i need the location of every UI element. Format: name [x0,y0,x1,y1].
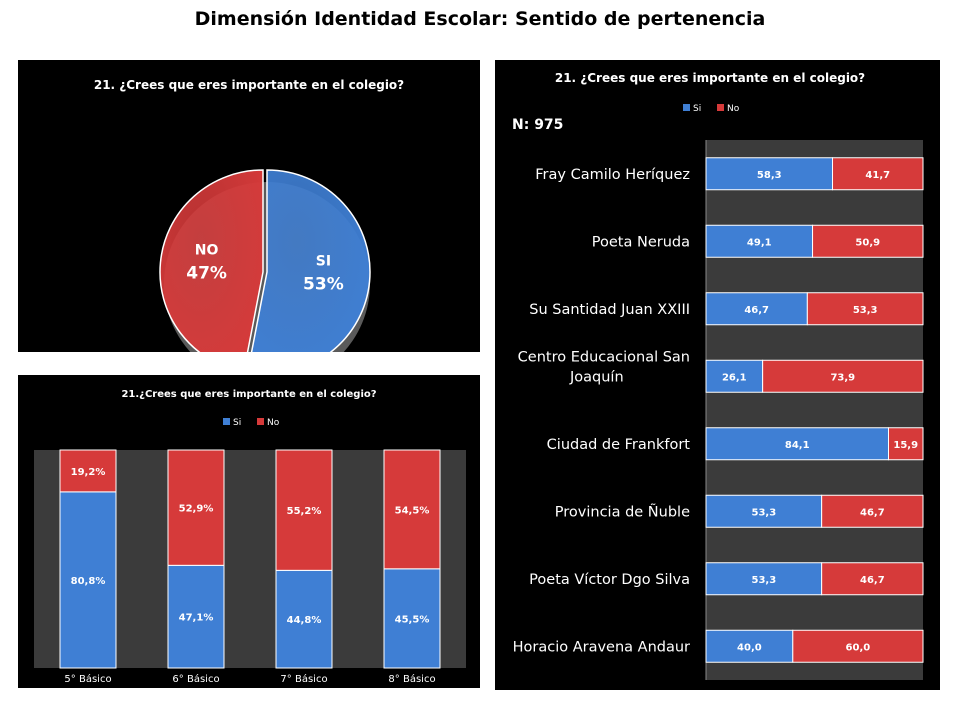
data-label-si-2: 44,8% [287,615,322,626]
legend-swatch-si [223,418,230,425]
data-label-no-7: 60,0 [846,642,871,653]
data-label-si-3: 26,1 [722,372,747,383]
y-tick-label: Poeta Víctor Dgo Silva [529,572,690,588]
bar-si-4 [705,427,889,461]
school-chart-panel: 21. ¿Crees que eres importante en el col… [495,60,940,690]
data-label-si-0: 58,3 [757,170,782,181]
legend-swatch-si [683,104,690,111]
y-tick-label: Fray Camilo Heríquez [535,167,690,183]
bar-si-2 [705,292,808,326]
bar-no-3 [762,359,924,393]
school-stacked-bar-chart: 21. ¿Crees que eres importante en el col… [512,71,924,680]
data-label-no-0: 19,2% [71,467,106,478]
data-label-no-1: 52,9% [179,504,214,515]
data-label-no-5: 46,7 [860,507,885,518]
data-label-si-5: 53,3 [751,507,776,518]
pie-chart-panel: 21. ¿Crees que eres importante en el col… [18,60,480,352]
bar-no-4 [887,427,924,461]
data-label-no-4: 15,9 [893,440,918,451]
y-tick-label: Provincia de Ñuble [555,503,690,520]
bar-si-0 [59,491,117,669]
y-tick-label: Poeta Neruda [592,234,690,250]
data-label-no-1: 50,9 [855,237,880,248]
y-tick-label: Ciudad de Frankfort [547,437,691,453]
data-label-no-3: 54,5% [395,505,430,516]
bar-no-6 [821,562,924,596]
y-tick-label: Horacio Aravena Andaur [513,639,690,655]
page-title: Dimensión Identidad Escolar: Sentido de … [194,8,766,30]
chart-title: 21. ¿Crees que eres importante en el col… [94,78,404,92]
bar-no-5 [821,494,924,528]
bar-si-5 [705,494,823,528]
legend-label-si: Si [233,418,241,428]
bar-si-7 [705,629,794,663]
pie-value-no: 47% [186,264,227,284]
bar-si-3 [705,359,764,393]
bar-no-3 [383,449,441,570]
legend-swatch-no [717,104,724,111]
x-tick-label: 8° Básico [388,673,435,685]
data-label-si-2: 46,7 [744,305,769,316]
data-label-no-0: 41,7 [865,170,890,181]
chart-title: 21.¿Crees que eres importante en el cole… [121,389,376,400]
data-label-si-1: 47,1% [179,613,214,624]
pie-label-si: SI [316,253,331,269]
grade-stacked-bar-chart: 21.¿Crees que eres importante en el cole… [34,389,466,685]
data-label-no-2: 55,2% [287,506,322,517]
legend-swatch-no [257,418,264,425]
data-label-si-7: 40,0 [737,642,762,653]
bar-si-2 [275,569,333,669]
x-tick-label: 7° Básico [280,673,327,685]
chart-title: 21. ¿Crees que eres importante en el col… [555,71,865,85]
data-label-si-6: 53,3 [751,575,776,586]
plot-area [706,140,923,680]
data-label-no-3: 73,9 [830,372,855,383]
bar-no-2 [806,292,924,326]
grade-chart-panel: 21.¿Crees que eres importante en el cole… [18,375,480,688]
pie-slice-si [250,169,371,352]
legend-label-si: Si [693,104,701,114]
data-label-si-4: 84,1 [785,440,810,451]
pie-slice-no [159,169,264,352]
x-tick-label: 6° Básico [172,673,219,685]
x-tick-label: 5° Básico [64,673,111,685]
data-label-no-2: 53,3 [853,305,878,316]
bar-si-3 [383,568,441,669]
pie-chart: 21. ¿Crees que eres importante en el col… [94,78,404,352]
pie-label-no: NO [195,243,219,259]
legend-label-no: No [267,418,280,428]
data-label-no-6: 46,7 [860,575,885,586]
bar-si-1 [167,564,225,669]
y-tick-label: Centro Educacional San Joaquín [518,349,690,385]
data-label-si-0: 80,8% [71,576,106,587]
bar-no-0 [832,157,924,191]
bar-si-0 [705,157,834,191]
bar-no-2 [275,449,333,571]
sample-size-annotation: N: 975 [512,117,563,133]
y-tick-label: Su Santidad Juan XXIII [529,302,690,318]
data-label-si-1: 49,1 [747,237,772,248]
legend-label-no: No [727,104,740,114]
bar-si-1 [705,224,814,258]
bar-no-0 [59,449,117,493]
data-label-si-3: 45,5% [395,614,430,625]
pie-value-si: 53% [303,274,344,294]
bar-no-7 [792,629,924,663]
bar-no-1 [812,224,924,258]
bar-no-1 [167,449,225,566]
